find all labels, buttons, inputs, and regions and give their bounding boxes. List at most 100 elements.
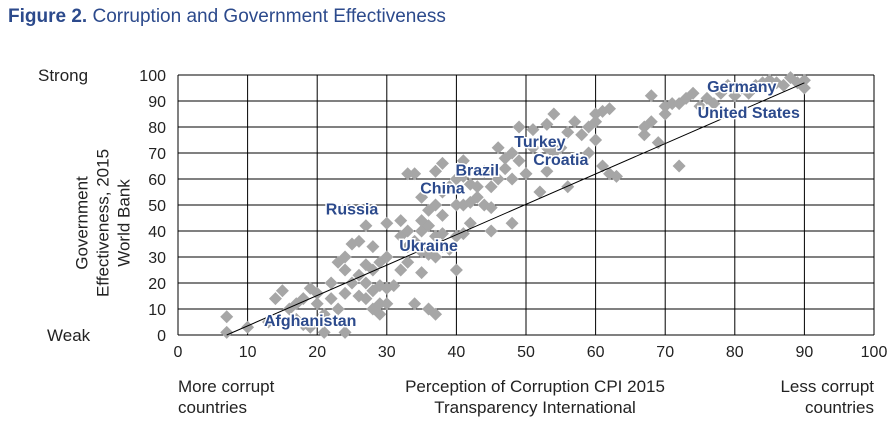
scatter-point: [338, 250, 352, 264]
scatter-point: [505, 216, 519, 230]
y-tick-label: 20: [148, 276, 166, 293]
scatter-point: [275, 284, 289, 298]
scatter-point: [484, 224, 498, 238]
x-tick-label: 30: [378, 344, 396, 361]
scatter-point: [442, 180, 456, 194]
scatter-point: [408, 297, 422, 311]
scatter-point: [777, 78, 791, 92]
y-axis-label: Government Effectiveness, 2015 World Ban…: [28, 148, 178, 298]
x-tick-label: 20: [308, 344, 326, 361]
scatter-point: [491, 172, 505, 186]
scatter-point: [241, 320, 255, 334]
scatter-point: [345, 276, 359, 290]
scatter-point: [261, 315, 275, 329]
country-label: Germany: [707, 79, 776, 96]
scatter-point: [742, 86, 756, 100]
scatter-point: [498, 162, 512, 176]
scatter-point: [394, 263, 408, 277]
scatter-point: [540, 117, 554, 131]
scatter-point: [359, 276, 373, 290]
scatter-point: [359, 219, 373, 233]
y-tick-label: 0: [157, 328, 166, 345]
country-label: Ukraine: [399, 238, 458, 255]
x-axis-label: Perception of Corruption CPI 2015 Transp…: [360, 376, 710, 418]
country-label: Turkey: [514, 134, 565, 151]
scatter-point: [568, 151, 582, 165]
y-tick-label: 50: [148, 198, 166, 215]
x-end-label-right-line-2: countries: [805, 398, 874, 417]
x-end-label-left-line-1: More corrupt: [178, 377, 275, 396]
scatter-point: [338, 286, 352, 300]
figure-number: Figure 2.: [8, 6, 88, 27]
scatter-point: [561, 180, 575, 194]
scatter-point: [477, 164, 491, 178]
country-label: Russia: [326, 201, 379, 218]
scatter-point: [707, 97, 721, 111]
y-tick-label: 90: [148, 94, 166, 111]
x-end-label-right-line-1: Less corrupt: [780, 377, 874, 396]
scatter-point: [373, 307, 387, 321]
x-tick-label: 10: [239, 344, 257, 361]
scatter-point: [582, 146, 596, 160]
scatter-point: [533, 185, 547, 199]
tick-labels: 0 10 20 30 40 50 60 70 80 90 100 0 10 20 30 40 50 60 70 80 9…: [139, 68, 887, 361]
scatter-point: [456, 154, 470, 168]
scatter-point: [637, 128, 651, 142]
y-axis-label-line-3: World Bank: [114, 179, 134, 267]
x-tick-label: 80: [726, 344, 744, 361]
scatter-point: [310, 297, 324, 311]
scatter-point: [435, 227, 449, 241]
scatter-point: [456, 169, 470, 183]
x-tick-label: 60: [587, 344, 605, 361]
x-tick-label: 90: [796, 344, 814, 361]
scatter-point: [429, 198, 443, 212]
scatter-point: [714, 86, 728, 100]
trend-line-layer: [226, 82, 805, 336]
country-label: Afghanistan: [264, 313, 356, 330]
scatter-point: [338, 325, 352, 339]
y-tick-label: 70: [148, 146, 166, 163]
x-tick-label: 50: [517, 344, 535, 361]
scatter-point: [491, 141, 505, 155]
scatter-point: [429, 307, 443, 321]
scatter-point: [373, 297, 387, 311]
scatter-point: [644, 115, 658, 129]
scatter-point: [526, 141, 540, 155]
y-end-label-top: Strong: [38, 66, 89, 85]
scatter-point: [435, 208, 449, 222]
scatter-point: [352, 234, 366, 248]
y-tick-label: 80: [148, 120, 166, 137]
scatter-point: [512, 154, 526, 168]
scatter-point: [296, 292, 310, 306]
scatter-point: [366, 263, 380, 277]
country-label: Croatia: [533, 152, 588, 169]
scatter-point: [415, 266, 429, 280]
y-tick-label: 10: [148, 302, 166, 319]
y-tick-label: 40: [148, 224, 166, 241]
scatter-point: [401, 224, 415, 238]
scatter-point: [686, 86, 700, 100]
data-points: [220, 71, 811, 339]
scatter-point: [317, 307, 331, 321]
scatter-point: [324, 276, 338, 290]
y-tick-label: 60: [148, 172, 166, 189]
scatter-point: [672, 159, 686, 173]
x-tick-label: 100: [861, 344, 888, 361]
x-end-label-left: More corrupt countries: [178, 376, 274, 418]
scatter-point: [568, 115, 582, 129]
scatter-point: [429, 250, 443, 264]
y-tick-label: 30: [148, 250, 166, 267]
scatter-point: [324, 292, 338, 306]
scatter-point: [220, 310, 234, 324]
scatter-point: [463, 216, 477, 230]
country-label: United States: [698, 105, 800, 122]
scatter-point: [665, 97, 679, 111]
grid-lines: [177, 74, 875, 336]
scatter-point: [658, 107, 672, 121]
scatter-point: [317, 325, 331, 339]
scatter-point: [484, 201, 498, 215]
figure-title-text: Corruption and Government Effectiveness: [92, 6, 446, 27]
trend-line: [226, 82, 805, 336]
scatter-point: [721, 78, 735, 92]
